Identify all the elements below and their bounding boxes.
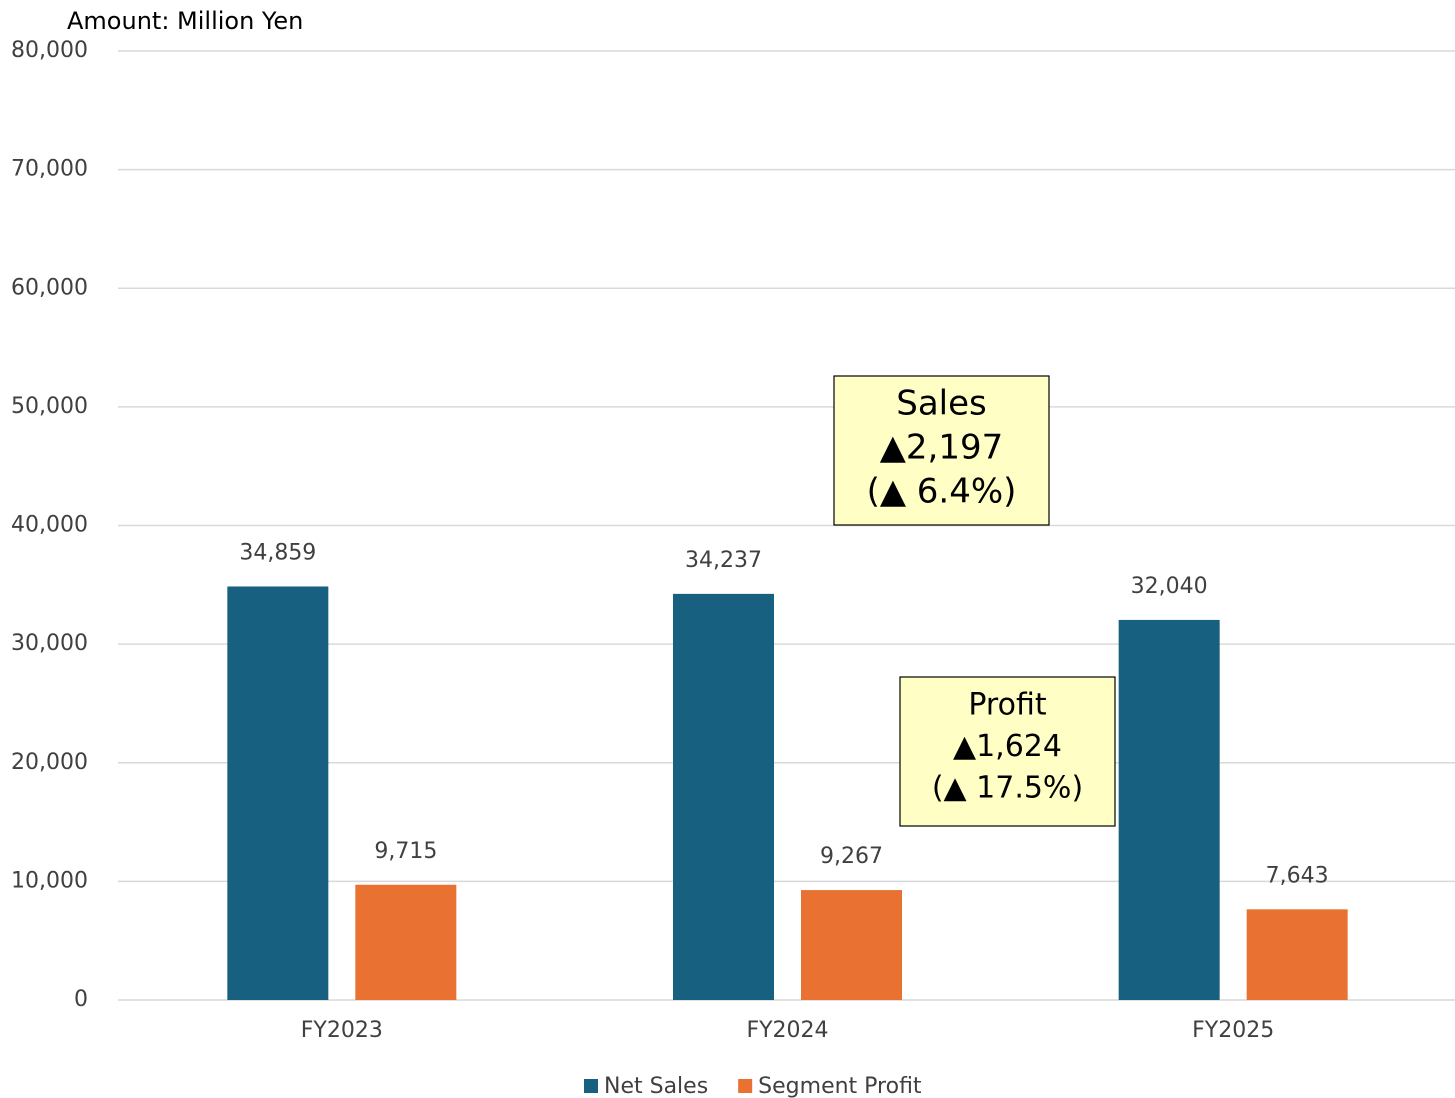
annotation-box xyxy=(833,375,1050,526)
annotation-text: (▲ 6.4%) xyxy=(867,472,1017,512)
y-axis-label: Amount: Million Yen xyxy=(67,7,303,35)
y-tick-label: 60,000 xyxy=(11,275,88,300)
legend-swatch xyxy=(738,1079,753,1093)
x-tick-label: FY2024 xyxy=(746,1018,828,1043)
annotation-text: (▲ 17.5%) xyxy=(932,771,1083,806)
annotation-text: Profit xyxy=(968,688,1046,723)
value-label: 32,040 xyxy=(1131,574,1208,599)
bar xyxy=(1118,619,1220,1000)
y-tick-label: 20,000 xyxy=(11,750,88,775)
value-label: 9,715 xyxy=(374,839,437,864)
bar xyxy=(355,884,457,1000)
bar xyxy=(227,586,329,1000)
y-tick-label: 40,000 xyxy=(11,513,88,538)
annotation-box xyxy=(899,676,1116,827)
bar xyxy=(801,890,902,1000)
annotation: Profit ▲1,624 (▲ 17.5%) xyxy=(899,676,1116,827)
bar xyxy=(1246,909,1348,1000)
value-label: 34,237 xyxy=(685,548,762,573)
y-tick-label: 0 xyxy=(74,987,88,1012)
annotation-text: Sales xyxy=(896,384,987,424)
legend-label: Net Sales xyxy=(604,1074,708,1098)
value-label: 34,859 xyxy=(239,540,316,565)
value-label: 9,267 xyxy=(820,844,883,869)
y-tick-label: 50,000 xyxy=(11,394,88,419)
x-tick-label: FY2025 xyxy=(1192,1018,1274,1043)
legend-label: Segment Profit xyxy=(758,1074,922,1098)
y-tick-label: 70,000 xyxy=(11,157,88,182)
x-tick-label: FY2023 xyxy=(301,1018,383,1043)
bar xyxy=(673,593,774,1000)
value-label: 7,643 xyxy=(1266,863,1329,888)
y-tick-label: 10,000 xyxy=(11,868,88,893)
y-tick-label: 30,000 xyxy=(11,631,88,656)
annotation: Sales▲2,197(▲ 6.4%) xyxy=(833,375,1050,526)
legend-swatch xyxy=(584,1079,598,1093)
annotation-text: ▲2,197 xyxy=(880,428,1003,468)
annotation-text: ▲1,624 xyxy=(953,729,1062,764)
y-tick-label: 80,000 xyxy=(11,38,88,63)
